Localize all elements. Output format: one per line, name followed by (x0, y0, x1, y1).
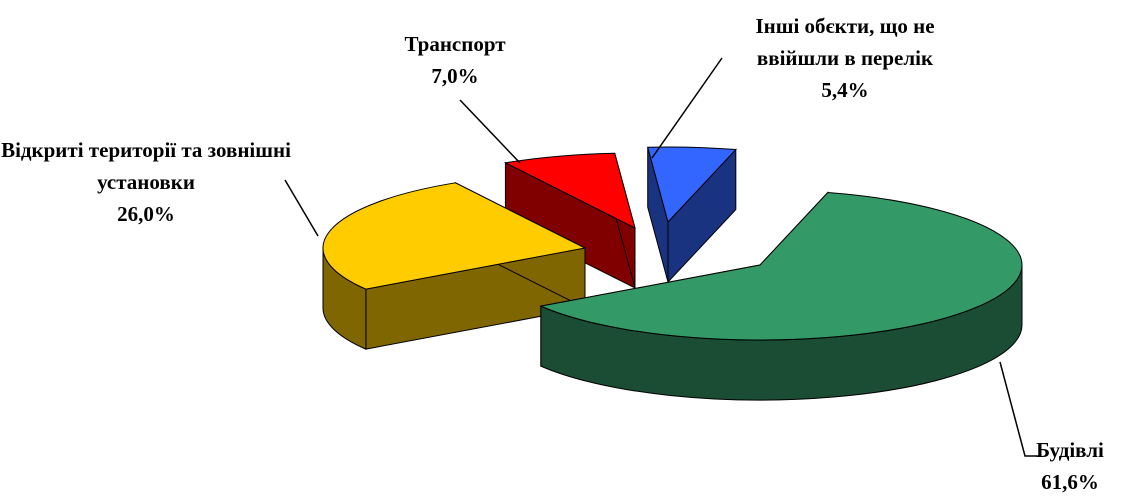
leader-line (284, 179, 319, 237)
value-label: 7,0% (431, 64, 479, 88)
label-group: Будівлі 61,6% (1010, 434, 1130, 498)
value-label: 26,0% (117, 202, 175, 226)
slice (647, 146, 737, 223)
leader-line (999, 361, 1040, 457)
leader-line (651, 57, 723, 159)
label-group: Транспорт 7,0% (380, 28, 530, 92)
category-label: Будівлі (1036, 438, 1104, 462)
category-label: Інші обєкти, що не ввійшли в перелік (755, 14, 935, 70)
value-label: 61,6% (1041, 470, 1099, 494)
chart (284, 57, 1040, 457)
leader-line (459, 99, 521, 164)
category-label: Відкриті території та зовнішні установки (1, 138, 291, 194)
slice (322, 182, 587, 290)
slice (503, 152, 636, 229)
label-group: Інші обєкти, що не ввійшли в перелік 5,4… (715, 10, 975, 106)
value-label: 5,4% (821, 78, 869, 102)
slice (539, 192, 1023, 341)
category-label: Транспорт (404, 32, 506, 56)
label-group: Відкриті території та зовнішні установки… (0, 134, 292, 230)
page: Будівлі 61,6% Відкриті території та зовн… (0, 10, 1104, 494)
